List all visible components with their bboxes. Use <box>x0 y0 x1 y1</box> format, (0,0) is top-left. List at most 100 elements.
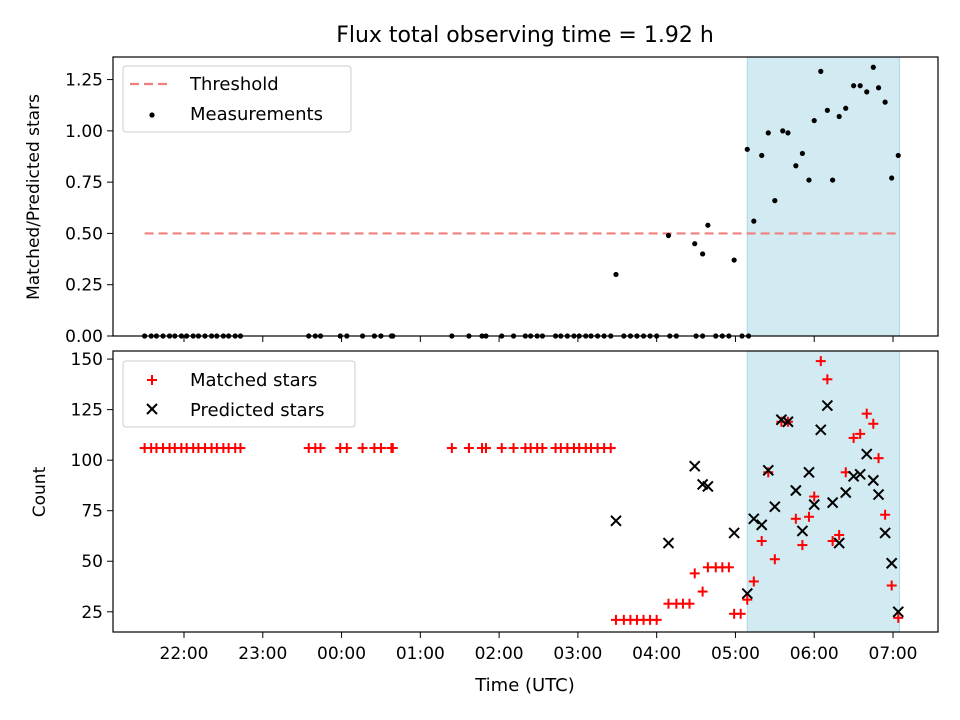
predicted-star-point <box>775 414 788 426</box>
predicted-star-point <box>782 416 794 428</box>
matched-star-point <box>790 513 801 524</box>
predicted-star-point <box>867 474 880 487</box>
matched-star-point <box>446 443 457 454</box>
measurement-point <box>811 117 817 124</box>
predicted-star-point <box>610 515 622 527</box>
x-axis-label: Time (UTC) <box>474 675 575 696</box>
y-tick-label: 150 <box>71 350 103 370</box>
matched-star-point <box>769 554 780 565</box>
x-tick-label: 00:00 <box>317 644 366 664</box>
legend-predicted-swatch <box>146 403 158 415</box>
matched-star-point <box>480 443 491 454</box>
measurement-point <box>882 99 888 105</box>
x-tick-label: 07:00 <box>869 644 918 664</box>
measurement-point <box>759 152 765 159</box>
y-tick-label: 0.50 <box>65 224 103 244</box>
legend-measurements-label: Measurements <box>190 104 323 125</box>
matched-star-point <box>697 586 708 597</box>
measurement-point <box>785 130 791 136</box>
legend-matched-swatch <box>147 375 157 385</box>
predicted-star-point <box>808 498 820 511</box>
predicted-star-point <box>892 606 904 618</box>
predicted-star-point <box>826 496 839 509</box>
measurement-point <box>857 83 863 89</box>
matched-star-point <box>357 443 368 454</box>
predicted-star-point <box>662 537 675 549</box>
predicted-star-point <box>847 470 860 483</box>
predicted-star-point <box>796 525 809 537</box>
top-plot-frame <box>112 56 939 337</box>
x-tick-label: 06:00 <box>790 644 839 664</box>
matched-star-point <box>651 614 662 625</box>
matched-star-point <box>848 432 859 443</box>
bottom-y-axis-label: Count <box>30 466 50 517</box>
x-tick-label: 02:00 <box>475 644 524 664</box>
matched-star-point <box>689 568 700 579</box>
measurement-point <box>843 105 849 111</box>
top-legend-box <box>122 65 352 133</box>
predicted-star-point <box>803 466 815 479</box>
x-tick-label: 23:00 <box>238 644 287 664</box>
matched-star-point <box>742 594 753 605</box>
measurement-point <box>765 130 771 136</box>
bottom-panel: 25 50 75 100 125 150 Count Matched stars Pred… <box>30 350 939 633</box>
predicted-star-point <box>879 527 891 539</box>
measurement-point <box>751 218 757 224</box>
legend-matched-label: Matched stars <box>190 370 317 391</box>
matched-star-point <box>855 428 866 439</box>
matched-star-point <box>605 443 616 454</box>
legend-threshold-label: Threshold <box>189 74 279 95</box>
y-tick-label: 75 <box>81 502 103 522</box>
y-tick-label: 100 <box>71 451 103 471</box>
predicted-star-point <box>885 557 898 569</box>
bottom-plot-frame <box>112 350 939 633</box>
matched-star-point <box>684 598 695 609</box>
measurement-point <box>889 175 895 181</box>
predicted-star-point <box>861 448 873 460</box>
measurement-point <box>824 107 830 113</box>
measurement-point <box>780 128 786 134</box>
predicted-star-point <box>769 500 781 513</box>
measurement-point <box>806 177 812 183</box>
predicted-star-point <box>815 424 827 436</box>
predicted-star-point <box>741 587 753 600</box>
y-tick-label: 25 <box>81 603 103 623</box>
legend-measurements-swatch <box>149 112 155 118</box>
matched-star-point <box>496 443 507 454</box>
measurement-point <box>793 163 799 169</box>
predicted-star-point <box>748 513 760 525</box>
chart-title: Flux total observing time = 1.92 h <box>336 23 714 48</box>
measurement-point <box>613 271 619 278</box>
y-tick-label: 1.25 <box>65 71 103 91</box>
matched-star-point <box>735 608 746 619</box>
y-tick-label: 0.25 <box>65 276 103 296</box>
matched-star-point <box>341 443 352 454</box>
measurement-point <box>830 177 836 183</box>
predicted-star-point <box>840 486 852 499</box>
predicted-star-point <box>790 484 802 497</box>
y-tick-label: 50 <box>81 552 103 572</box>
y-tick-label: 0.75 <box>65 173 103 193</box>
matched-star-point <box>822 374 833 385</box>
predicted-star-point <box>821 399 834 412</box>
matched-star-point <box>508 443 519 454</box>
measurement-point <box>870 64 876 70</box>
measurement-point <box>864 89 870 95</box>
matched-star-point <box>748 576 759 587</box>
measurement-point <box>875 85 882 91</box>
y-tick-label: 1.00 <box>65 122 103 142</box>
measurement-point <box>818 68 824 74</box>
matched-star-point <box>809 491 820 502</box>
x-tick-label: 22:00 <box>160 644 209 664</box>
matched-star-point <box>463 443 474 454</box>
measurement-point <box>851 83 857 89</box>
matched-star-point <box>873 453 884 464</box>
x-tick-label: 05:00 <box>711 644 760 664</box>
matched-star-point <box>893 612 904 623</box>
predicted-star-point <box>689 460 701 472</box>
matched-star-point <box>815 356 826 367</box>
matched-star-point <box>868 418 879 429</box>
predicted-star-point <box>854 468 866 481</box>
matched-star-point <box>803 511 814 522</box>
matched-star-point <box>375 443 386 454</box>
